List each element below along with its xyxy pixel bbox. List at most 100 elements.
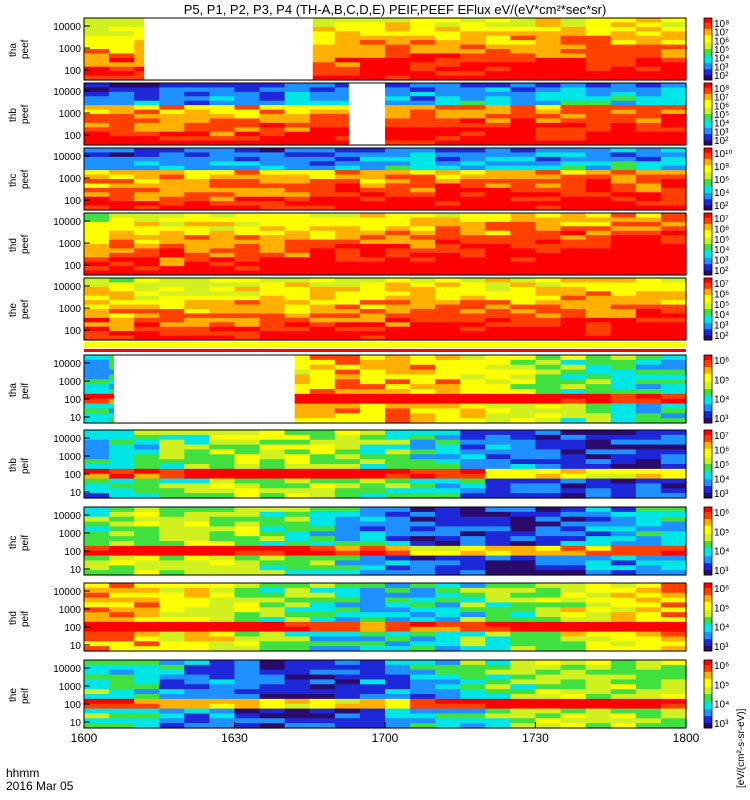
heat-cell	[359, 364, 386, 371]
heat-cell	[535, 248, 562, 254]
heat-cell	[485, 434, 512, 441]
heat-cell	[460, 408, 486, 414]
colorbar-segment	[704, 453, 712, 456]
colorbar-segment	[704, 467, 712, 470]
heat-cell	[585, 100, 612, 106]
heat-cell	[585, 592, 612, 599]
heat-cell	[535, 713, 562, 719]
heat-cell	[209, 626, 236, 633]
heat-cell	[485, 96, 512, 102]
heat-cell	[435, 87, 461, 93]
heat-cell	[435, 239, 461, 245]
heat-cell	[535, 355, 562, 361]
colorbar-segment	[704, 700, 712, 703]
panel-label-product: peif	[20, 535, 31, 551]
colorbar-segment	[704, 355, 712, 358]
heat-cell	[259, 464, 286, 470]
heat-cell	[259, 118, 286, 124]
heat-cell	[460, 109, 486, 115]
heat-cell	[359, 389, 386, 395]
heat-cell	[309, 140, 336, 146]
heat-cell	[134, 454, 160, 460]
heat-cell	[660, 71, 687, 77]
heat-cell	[610, 53, 637, 59]
heat-cell	[109, 140, 135, 146]
heat-cell	[485, 694, 512, 700]
heat-cell	[435, 226, 461, 232]
heat-cell	[184, 536, 211, 542]
colorbar-segment	[704, 611, 712, 615]
heat-cell	[84, 439, 110, 446]
heat-cell	[385, 291, 411, 297]
heat-cell	[460, 71, 486, 77]
heat-cell	[610, 270, 637, 276]
colorbar-segment	[704, 100, 712, 103]
heat-cell	[610, 602, 637, 608]
heat-cell	[159, 244, 185, 250]
heat-cell	[284, 565, 311, 571]
y-tick-label: 100	[64, 470, 81, 481]
heat-cell	[485, 118, 512, 124]
heat-cell	[84, 364, 110, 371]
heat-cell	[435, 698, 461, 705]
heat-cell	[309, 464, 336, 470]
heat-cell	[610, 18, 637, 24]
heat-cell	[259, 511, 286, 518]
heat-cell	[184, 723, 211, 729]
heat-cell	[209, 488, 236, 494]
heat-cell	[84, 239, 110, 245]
heat-cell	[435, 286, 461, 292]
colorbar-segment	[704, 717, 712, 720]
heat-cell	[460, 248, 486, 254]
heat-cell	[284, 408, 311, 414]
heat-cell	[535, 560, 562, 566]
heat-cell	[510, 286, 537, 292]
heat-cell	[334, 545, 361, 552]
heat-cell	[535, 257, 562, 263]
heat-cell	[485, 369, 512, 376]
heat-cell	[485, 713, 512, 719]
heat-cell	[660, 454, 687, 460]
heat-cell	[334, 278, 361, 284]
heat-cell	[309, 612, 336, 618]
heat-cell	[109, 698, 135, 705]
heat-cell	[435, 18, 461, 24]
heat-cell	[660, 464, 687, 470]
heat-cell	[660, 617, 687, 623]
heat-cell	[334, 44, 361, 50]
heat-cell	[435, 291, 461, 297]
heat-cell	[560, 454, 587, 460]
heat-cell	[660, 165, 687, 171]
colorbar-segment	[704, 465, 712, 468]
heat-cell	[184, 521, 211, 528]
colorbar-segment	[704, 665, 712, 668]
heat-cell	[334, 488, 361, 494]
heat-cell	[510, 698, 537, 705]
colorbar-segment	[704, 194, 712, 197]
heat-cell	[560, 723, 587, 729]
colorbar-segment	[704, 460, 712, 463]
heat-cell	[435, 317, 461, 323]
heat-cell	[109, 521, 135, 528]
heat-cell	[610, 493, 637, 499]
heat-cell	[359, 374, 386, 380]
heat-cell	[309, 684, 336, 690]
heat-cell	[635, 550, 662, 557]
heat-cell	[184, 140, 211, 146]
heat-cell	[184, 669, 211, 676]
colorbar-segment	[704, 114, 712, 117]
colorbar-segment	[704, 152, 712, 155]
heat-cell	[84, 148, 110, 154]
heat-cell	[435, 555, 461, 562]
heat-cell	[309, 183, 336, 189]
heat-cell	[234, 83, 261, 89]
heat-cell	[635, 57, 662, 63]
heat-cell	[334, 57, 361, 63]
colorbar-segment	[704, 174, 712, 177]
colorbar-segment	[704, 307, 712, 310]
heat-cell	[84, 118, 110, 124]
heat-cell	[184, 239, 211, 245]
heat-cell	[435, 282, 461, 288]
heat-cell	[109, 570, 135, 576]
heat-cell	[535, 531, 562, 537]
